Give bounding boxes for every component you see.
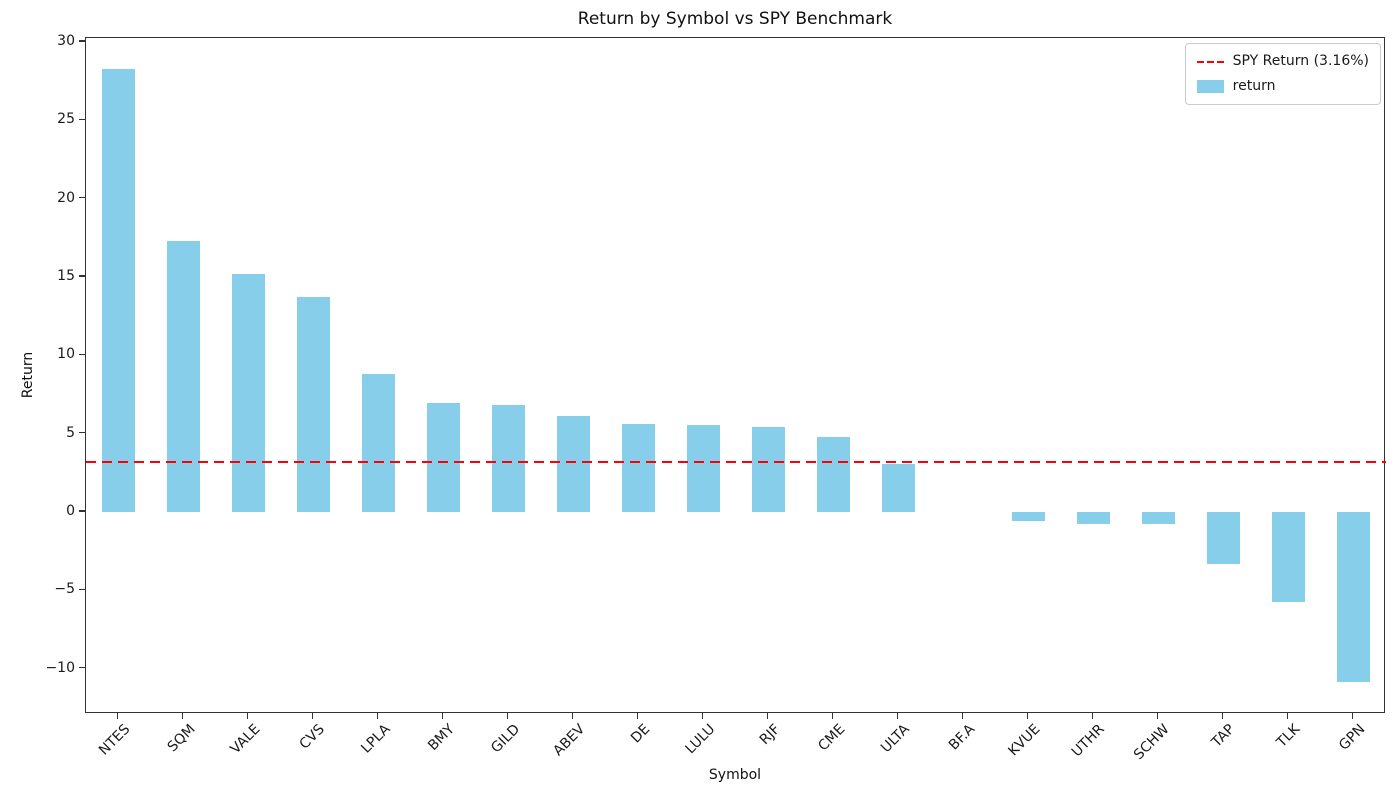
x-tick-mark bbox=[636, 713, 639, 719]
legend-label-benchmark: SPY Return (3.16%) bbox=[1232, 53, 1369, 69]
x-tick-label-GPN: GPN bbox=[1335, 721, 1369, 754]
x-tick-mark bbox=[1286, 713, 1289, 719]
y-tick-mark bbox=[79, 431, 85, 434]
y-tick-label: −10 bbox=[45, 659, 75, 676]
x-tick-label-ABEV: ABEV bbox=[550, 721, 589, 760]
y-tick-mark bbox=[79, 666, 85, 669]
x-tick-label-DE: DE bbox=[627, 721, 654, 747]
bar-UTHR bbox=[1077, 511, 1110, 525]
y-tick-mark bbox=[79, 40, 85, 42]
y-tick-mark bbox=[79, 510, 85, 512]
x-tick-mark bbox=[506, 713, 509, 719]
x-tick-label-GILD: GILD bbox=[488, 721, 524, 757]
bar-SQM bbox=[167, 240, 200, 512]
plot-area bbox=[85, 37, 1386, 713]
y-tick-label: 20 bbox=[57, 189, 75, 206]
bar-CME bbox=[817, 436, 850, 512]
x-tick-mark bbox=[181, 713, 184, 719]
bar-LULU bbox=[687, 424, 720, 512]
legend-item-benchmark: SPY Return (3.16%) bbox=[1196, 53, 1369, 70]
bar-GPN bbox=[1337, 511, 1370, 682]
bar-VALE bbox=[232, 273, 265, 512]
bar-ULTA bbox=[882, 464, 915, 512]
y-tick-mark bbox=[79, 588, 85, 590]
x-tick-label-LULU: LULU bbox=[682, 721, 719, 758]
x-tick-mark bbox=[116, 713, 119, 719]
return-color-swatch-icon bbox=[1196, 80, 1224, 93]
x-tick-mark bbox=[1351, 713, 1354, 719]
bar-BMY bbox=[427, 403, 460, 512]
bar-CVS bbox=[297, 297, 330, 512]
y-tick-label: −5 bbox=[54, 581, 75, 598]
y-tick-label: 15 bbox=[57, 267, 75, 284]
bar-SCHW bbox=[1142, 511, 1175, 525]
x-tick-label-UTHR: UTHR bbox=[1069, 721, 1109, 761]
x-tick-mark bbox=[246, 713, 249, 719]
bar-RJF bbox=[752, 427, 785, 512]
bar-TLK bbox=[1272, 511, 1305, 602]
legend-label-return: return bbox=[1232, 78, 1276, 94]
x-tick-label-BF.A: BF.A bbox=[945, 721, 979, 754]
x-tick-label-NTES: NTES bbox=[95, 721, 134, 759]
legend-item-return: return bbox=[1196, 78, 1369, 95]
x-tick-mark bbox=[1091, 713, 1094, 719]
x-tick-mark bbox=[311, 713, 314, 719]
bar-GILD bbox=[492, 404, 525, 512]
y-tick-label: 0 bbox=[66, 502, 75, 519]
y-tick-label: 10 bbox=[57, 346, 75, 363]
x-axis-label: Symbol bbox=[708, 767, 762, 783]
bar-TAP bbox=[1207, 511, 1240, 564]
y-tick-mark bbox=[79, 353, 85, 355]
x-tick-mark bbox=[441, 713, 444, 719]
x-tick-label-SCHW: SCHW bbox=[1131, 721, 1174, 764]
x-tick-label-KVUE: KVUE bbox=[1005, 721, 1044, 760]
x-tick-label-BMY: BMY bbox=[425, 721, 459, 754]
x-tick-label-CME: CME bbox=[815, 721, 849, 755]
x-tick-mark bbox=[1156, 713, 1159, 719]
x-tick-label-TAP: TAP bbox=[1208, 721, 1239, 751]
x-tick-mark bbox=[571, 713, 574, 719]
chart-title: Return by Symbol vs SPY Benchmark bbox=[577, 9, 893, 29]
x-tick-label-CVS: CVS bbox=[296, 721, 329, 753]
x-tick-label-LPLA: LPLA bbox=[357, 721, 394, 757]
bar-DE bbox=[622, 424, 655, 512]
x-tick-label-TLK: TLK bbox=[1273, 721, 1304, 751]
y-tick-mark bbox=[79, 275, 85, 277]
x-tick-label-ULTA: ULTA bbox=[878, 721, 914, 757]
bar-NTES bbox=[102, 68, 135, 512]
x-tick-mark bbox=[376, 713, 379, 719]
x-tick-mark bbox=[831, 713, 834, 719]
x-tick-mark bbox=[1221, 713, 1224, 719]
benchmark-dash-swatch-icon bbox=[1196, 60, 1224, 63]
y-tick-label: 30 bbox=[57, 32, 75, 49]
y-tick-label: 5 bbox=[66, 424, 75, 441]
bar-ABEV bbox=[557, 416, 590, 512]
bar-LPLA bbox=[362, 374, 395, 512]
y-tick-mark bbox=[79, 196, 85, 199]
x-tick-label-VALE: VALE bbox=[227, 721, 264, 758]
x-tick-mark bbox=[1026, 713, 1029, 719]
x-tick-mark bbox=[961, 713, 964, 719]
x-tick-mark bbox=[766, 713, 769, 719]
legend: SPY Return (3.16%) return bbox=[1184, 43, 1381, 105]
y-tick-mark bbox=[79, 118, 85, 120]
benchmark-line bbox=[86, 461, 1386, 464]
bar-KVUE bbox=[1012, 511, 1045, 522]
x-tick-mark bbox=[701, 713, 704, 719]
y-tick-label: 25 bbox=[57, 111, 75, 128]
x-tick-label-SQM: SQM bbox=[164, 721, 199, 756]
x-tick-label-RJF: RJF bbox=[756, 721, 784, 749]
x-tick-mark bbox=[896, 713, 899, 719]
